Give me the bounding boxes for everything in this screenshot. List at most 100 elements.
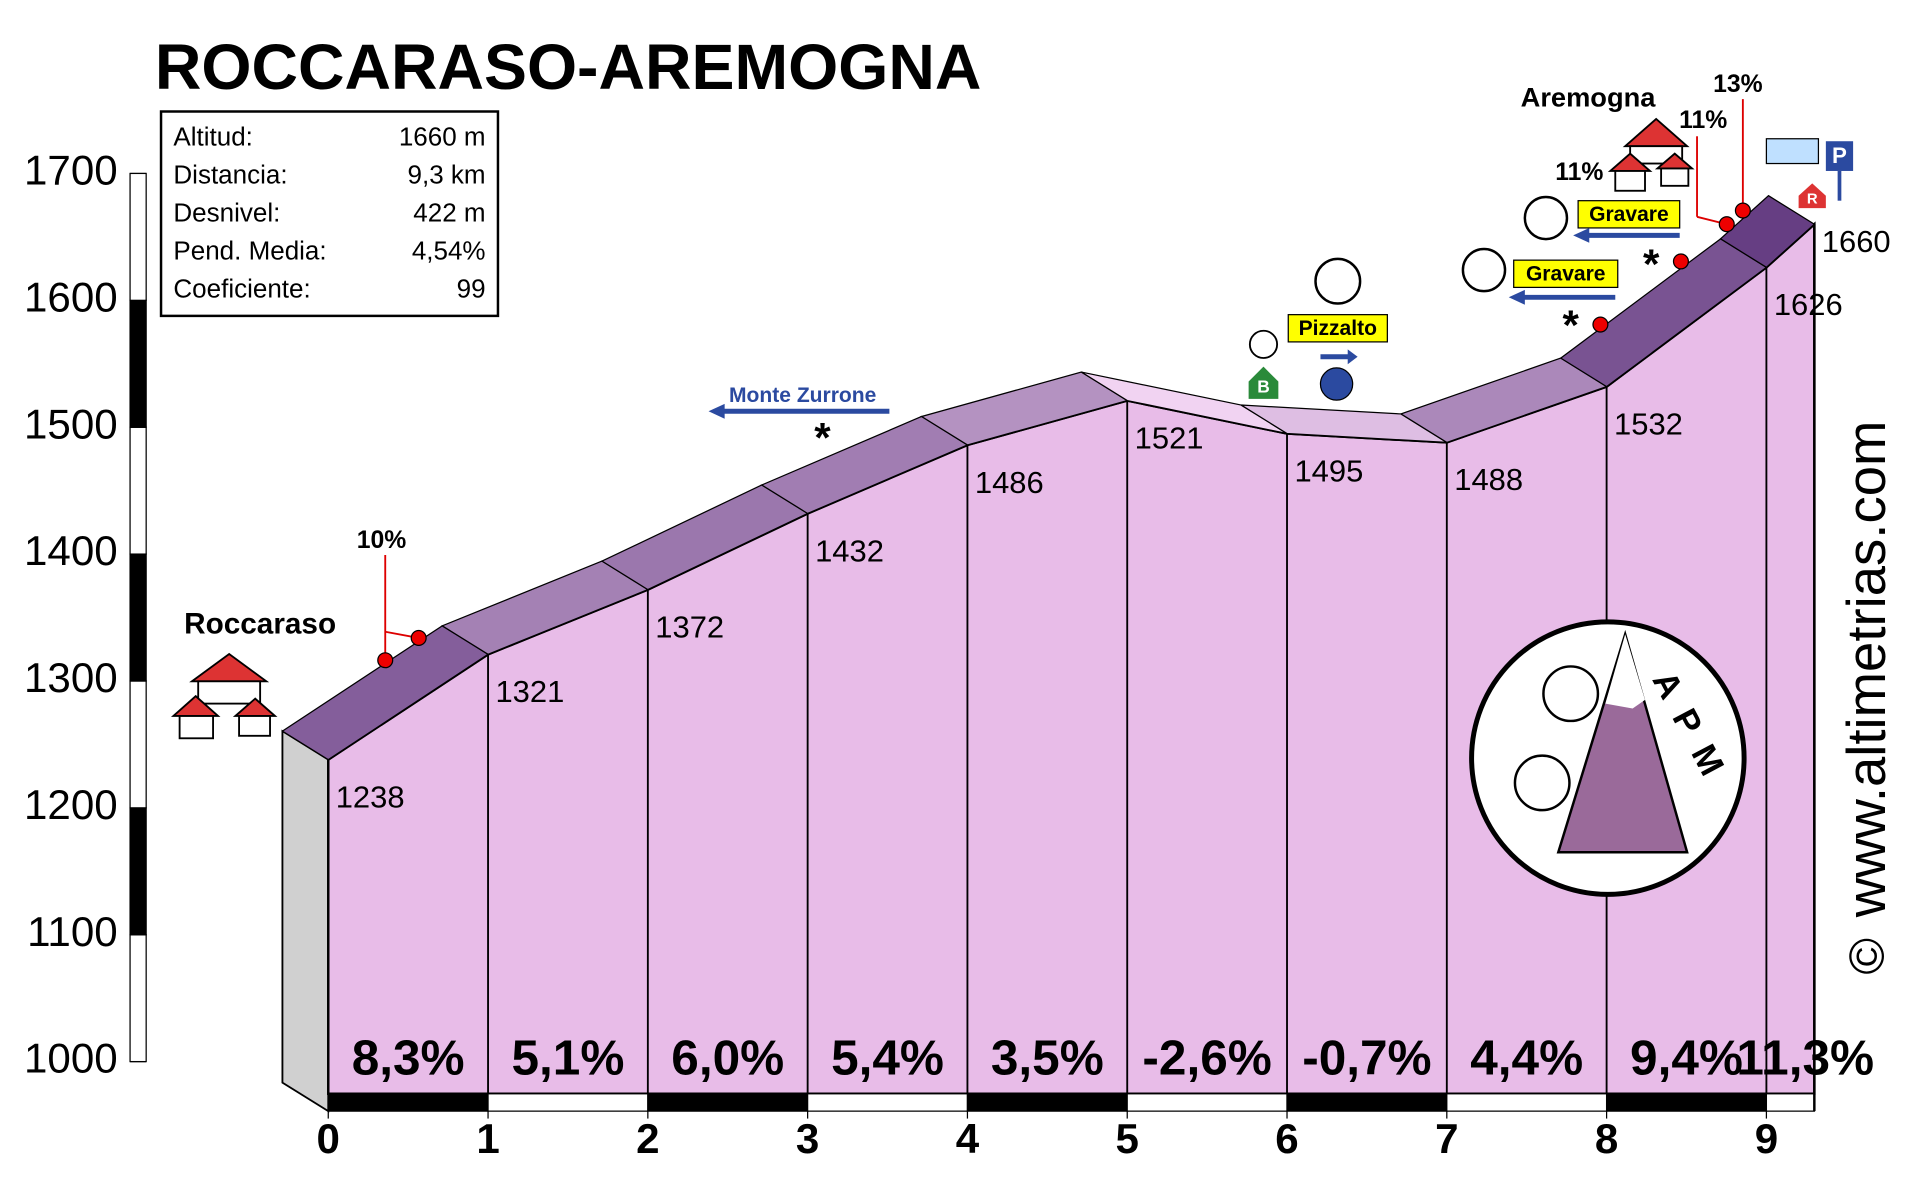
x-tick-label: 6 (1275, 1115, 1298, 1162)
elevation-label: 1660 (1822, 224, 1891, 259)
x-tick-label: 3 (796, 1115, 819, 1162)
ruler-segment (129, 426, 147, 555)
distance-bar (327, 1093, 489, 1112)
x-tick-label: 9 (1755, 1115, 1778, 1162)
waypoint (1734, 202, 1751, 219)
info-rows: Altitud: 1660 m Distancia: 9,3 km Desnivel: 4… (173, 122, 485, 304)
y-tick-label: 1100 (27, 908, 118, 955)
gradient-callout: 11% (1679, 107, 1727, 134)
ruler-segment (129, 172, 147, 301)
distance-bar (647, 1093, 809, 1112)
gradient-label: 5,4% (831, 1031, 944, 1086)
elevation-label: 1488 (1454, 462, 1523, 497)
info-value: 1660 m (399, 122, 486, 152)
logo-snow (1605, 634, 1646, 709)
y-tick-label: 1300 (24, 654, 118, 701)
copyright: © (1840, 938, 1895, 975)
x-tick-label: 2 (636, 1115, 659, 1162)
profile: 1000 1100 1200 1300 1400 1500 1600 1700 8,3% 5,1%… (24, 147, 1891, 1163)
logo-wheel (1542, 665, 1600, 723)
direction-label: Gravare (1589, 203, 1669, 226)
icon-letter: R (1807, 191, 1818, 207)
icon (1248, 366, 1279, 399)
label-box (1577, 200, 1681, 229)
gradient-label: -2,6% (1142, 1031, 1271, 1086)
distance-bar (1605, 1093, 1768, 1112)
ski-icon (1248, 329, 1279, 359)
info-value: 4,54% (412, 236, 486, 266)
x-tick-label: 5 (1116, 1115, 1139, 1162)
y-tick-label: 1500 (24, 400, 118, 447)
x-tick-label: 7 (1435, 1115, 1458, 1162)
direction-label: Gravare (1526, 263, 1606, 286)
elevation-label: 1626 (1774, 287, 1843, 322)
waypoint (1672, 253, 1689, 270)
info-value: 9,3 km (408, 160, 486, 190)
waypoint (377, 652, 394, 669)
x-tick-label: 4 (956, 1115, 980, 1162)
gradient-label: 9,4% (1630, 1031, 1743, 1086)
gradient-label: 11,3% (1736, 1031, 1874, 1086)
x-tick-label: 1 (476, 1115, 499, 1162)
label-box (1513, 259, 1619, 289)
direction-label: Pizzalto (1299, 317, 1377, 340)
ruler-segment (129, 680, 147, 809)
gradient-label: 5,1% (511, 1031, 624, 1086)
elevation-label: 1521 (1135, 420, 1204, 455)
elevation-label: 1321 (495, 674, 564, 709)
info-value: 422 m (413, 198, 485, 228)
x-tick-label: 8 (1595, 1115, 1618, 1162)
direction-arrow (1320, 349, 1358, 365)
ruler-segment (129, 299, 147, 428)
chart-title: ROCCARASO-AREMOGNA (155, 31, 982, 103)
info-label: Desnivel: (173, 198, 280, 228)
gradient-callout: 10% (357, 527, 407, 554)
logo-mountain (1556, 629, 1689, 854)
elevation-label: 1432 (815, 533, 884, 568)
y-tick-label: 1200 (24, 781, 118, 828)
gradient-callout: 11% (1555, 159, 1603, 186)
gradient-band (1719, 194, 1816, 269)
watermark: www.altimetrias.com (1836, 421, 1897, 919)
side-face (281, 729, 330, 1113)
roundabout-icon (1319, 367, 1354, 401)
logo-wheel (1513, 754, 1571, 812)
y-tick-label: 1000 (24, 1035, 118, 1082)
info-label: Altitud: (173, 122, 253, 152)
icon-letter: B (1257, 376, 1270, 396)
house-icon (1607, 117, 1695, 192)
elevation-label: 1372 (655, 609, 724, 644)
distance-bar (966, 1093, 1128, 1112)
ski-icon (1523, 195, 1569, 241)
distance-bar (1126, 1093, 1288, 1112)
direction-label: Monte Zurrone (729, 384, 876, 407)
waypoint (1592, 316, 1609, 333)
direction-arrow (1573, 227, 1680, 243)
info-label: Distancia: (173, 160, 287, 190)
direction-arrow (708, 403, 890, 419)
elevation-label: 1238 (336, 779, 405, 814)
house-icon (170, 652, 278, 740)
distance-bar (807, 1093, 969, 1112)
icon-letter: P (1832, 143, 1847, 168)
place-label: Roccaraso (184, 607, 336, 640)
ski-icon (1314, 257, 1362, 305)
lift-icon (1765, 138, 1820, 165)
distance-bar (1765, 1093, 1815, 1112)
gradient-callout: 13% (1713, 71, 1763, 98)
y-tick-label: 1600 (24, 273, 118, 320)
label-box (1287, 314, 1388, 343)
waypoint (1718, 216, 1735, 233)
ruler-segment (129, 553, 147, 682)
ruler-segment (129, 807, 147, 936)
waypoint (410, 629, 427, 647)
asterisk: * (1562, 301, 1579, 348)
info-value: 99 (457, 274, 486, 304)
gradient-label: -0,7% (1302, 1031, 1431, 1086)
info-box (159, 110, 500, 318)
ruler-segment (129, 934, 147, 1063)
ski-icon (1461, 247, 1507, 293)
distance-bar (1446, 1093, 1608, 1112)
gradient-label: 6,0% (671, 1031, 784, 1086)
